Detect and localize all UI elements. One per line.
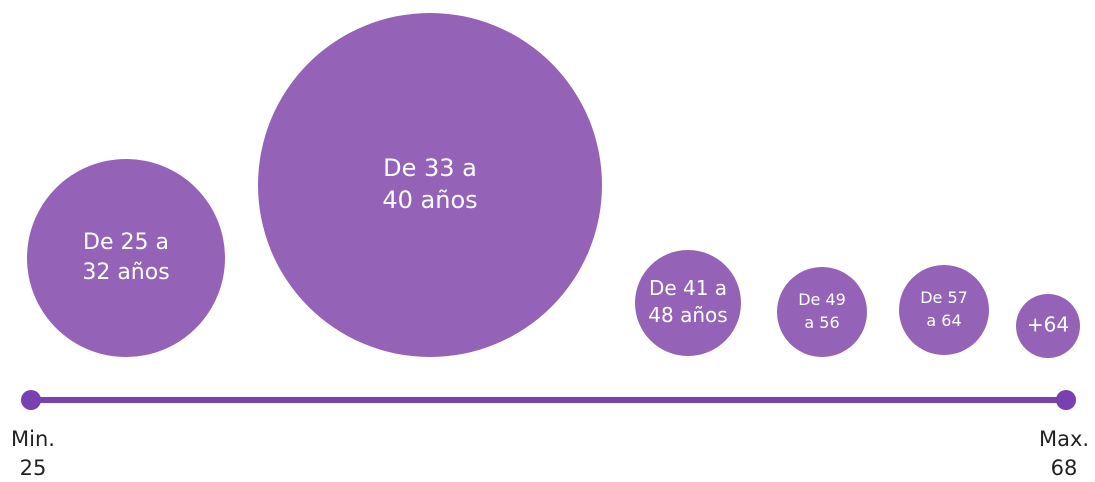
age-bubble xyxy=(27,159,225,357)
bubble-label: 40 años xyxy=(382,186,477,214)
bubble-label: 48 años xyxy=(648,303,727,327)
max-label: Max. xyxy=(1039,427,1089,451)
bubble-label: De 33 a xyxy=(383,154,477,182)
bubble-label: 32 años xyxy=(82,260,169,285)
axis-end-dot xyxy=(21,390,41,410)
min-value: 25 xyxy=(20,456,47,480)
age-bubble xyxy=(1016,294,1080,358)
age-bubble xyxy=(899,265,989,355)
min-label: Min. xyxy=(11,427,55,451)
age-bubble xyxy=(777,267,867,357)
bubble-label: De 49 xyxy=(798,290,846,309)
bubble-label: De 41 a xyxy=(649,276,727,300)
age-bubble xyxy=(635,250,741,356)
axis-end-dot xyxy=(1056,390,1076,410)
age-bubble xyxy=(258,13,602,357)
bubble-label: a 56 xyxy=(804,313,839,332)
bubble-label: De 57 xyxy=(920,288,968,307)
bubble-label: a 64 xyxy=(926,311,961,330)
bubble-label: +64 xyxy=(1027,313,1069,337)
max-value: 68 xyxy=(1051,456,1078,480)
bubble-label: De 25 a xyxy=(83,230,169,255)
